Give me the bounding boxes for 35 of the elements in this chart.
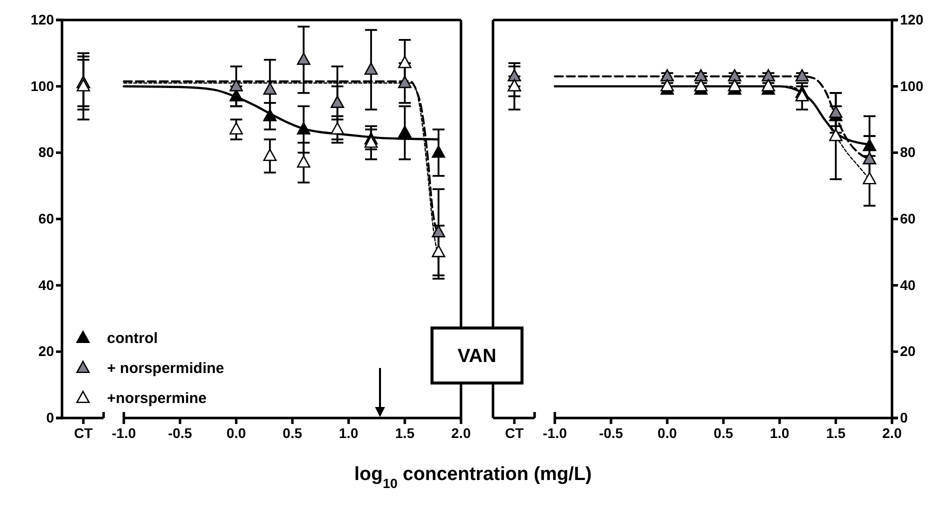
x-tick-label: 1.0 — [338, 424, 359, 441]
x-tick-label: 0.0 — [657, 424, 678, 441]
y-tick-label: 80 — [900, 144, 916, 160]
y-tick-label: 100 — [900, 78, 924, 94]
y-tick-label: 20 — [38, 343, 54, 360]
x-axis-title: log$_{10}$ concentration (mg/L) — [354, 464, 592, 490]
y-tick-label: 80 — [38, 144, 54, 160]
y-tick-label: 120 — [900, 11, 924, 28]
x-tick-label: CT — [505, 424, 524, 441]
x-tick-label: 1.5 — [826, 424, 846, 441]
y-tick-label: 100 — [30, 78, 54, 94]
legend-label: +norspermine — [107, 390, 207, 407]
x-tick-label: -1.0 — [542, 424, 568, 441]
y-tick-label: 0 — [46, 409, 54, 426]
y-tick-label: 40 — [38, 276, 54, 293]
x-tick-label: 0.0 — [226, 424, 246, 441]
y-tick-label: 60 — [38, 210, 54, 226]
y-tick-label: 40 — [900, 276, 916, 293]
legend-label: control — [107, 330, 158, 347]
x-tick-label: -1.0 — [112, 424, 136, 441]
x-tick-label: 0.5 — [714, 424, 734, 441]
y-tick-label: 20 — [900, 343, 916, 360]
x-tick-label: 0.5 — [282, 424, 302, 441]
x-tick-label: -0.5 — [598, 424, 624, 441]
y-tick-label: 0 — [900, 409, 908, 426]
y-tick-label: 60 — [900, 210, 916, 226]
x-tick-label: 1.5 — [395, 424, 415, 441]
x-tick-label: 2.0 — [882, 424, 902, 441]
x-tick-label: -0.5 — [168, 424, 192, 441]
annotation: VAN — [458, 346, 496, 367]
y-tick-label: 120 — [30, 11, 54, 28]
x-tick-label: 2.0 — [451, 424, 471, 441]
x-tick-label: CT — [74, 424, 94, 441]
legend-label: + norspermidine — [107, 360, 224, 377]
x-tick-label: 1.0 — [770, 424, 790, 441]
